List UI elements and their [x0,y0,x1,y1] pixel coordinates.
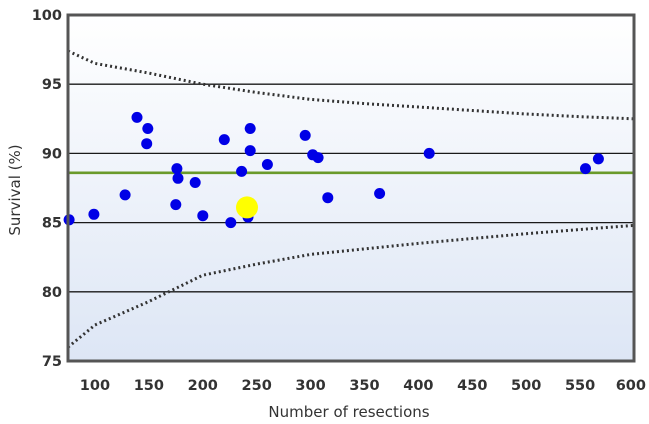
highlighted-point [236,196,258,219]
data-point-18 [261,159,273,170]
grid-lines [68,83,634,293]
data-point-4 [131,111,143,123]
data-point-3 [119,189,131,201]
control-limits [67,49,635,349]
data-point-16 [244,123,256,134]
upper-control-limit [67,49,635,121]
lower-control-limit [67,223,635,349]
data-point-19 [299,129,311,141]
x-tick-label-350: 350 [349,378,379,394]
data-point-6 [142,123,154,134]
data-point-10 [189,177,201,188]
y-tick-label-95: 95 [42,77,62,93]
x-tick-label-500: 500 [511,378,541,394]
x-tick-label-300: 300 [295,378,325,394]
data-point-5 [141,138,153,150]
data-point-2 [88,208,100,220]
y-tick-label-80: 80 [42,285,62,301]
x-axis-label: Number of resections [268,403,429,421]
data-point-14 [236,165,248,177]
x-tick-label-100: 100 [80,378,110,394]
data-point-22 [322,192,334,204]
data-point-17 [244,145,256,157]
plot-frame [66,13,636,363]
data-point-12 [218,134,230,146]
x-tick-labels: 100 150 200 250 300 350 400 450 500 550 600 [80,378,646,394]
y-tick-label-90: 90 [42,146,62,162]
x-tick-label-400: 400 [403,378,433,394]
x-tick-label-550: 550 [565,378,595,394]
data-point-13 [225,217,237,229]
y-tick-label-85: 85 [42,216,62,232]
data-point-9 [172,172,184,184]
x-tick-label-150: 150 [134,378,164,394]
data-point-24 [423,147,435,159]
data-point-8 [171,163,183,175]
data-point-7 [170,199,182,211]
data-points [63,111,604,229]
plot-background [68,15,634,361]
x-tick-label-600: 600 [616,378,646,394]
data-point-11 [197,210,209,222]
x-tick-label-200: 200 [188,378,218,394]
data-point-26 [592,153,604,165]
y-tick-label-75: 75 [42,354,62,370]
y-tick-labels: 75 80 85 90 95 100 [32,8,62,370]
data-point-21 [312,152,324,164]
data-point-25 [580,163,591,175]
data-point-23 [374,188,386,199]
y-tick-label-100: 100 [32,8,62,24]
y-axis-label: Survival (%) [6,144,24,235]
x-tick-label-450: 450 [457,378,487,394]
x-tick-label-250: 250 [242,378,272,394]
